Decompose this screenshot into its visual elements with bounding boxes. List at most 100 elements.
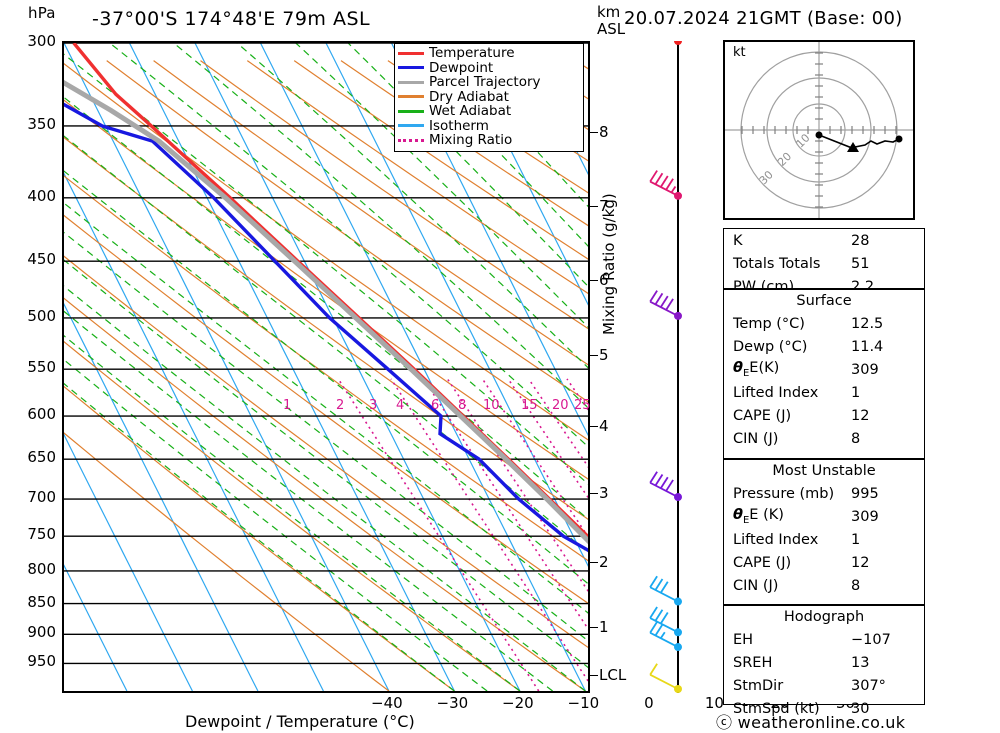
table-value: 1	[851, 384, 861, 401]
legend-item-isotherm: Isotherm	[398, 119, 580, 134]
height-tick-mark	[590, 493, 598, 495]
table-key: StmDir	[733, 677, 784, 694]
height-tick-mark	[590, 355, 598, 357]
table-row: Temp (°C) 12.5	[724, 312, 924, 335]
table-key: θEE (K)	[733, 507, 784, 526]
legend-item-wet-adiabat: Wet Adiabat	[398, 104, 580, 119]
table-key: CAPE (J)	[733, 554, 792, 571]
hodograph-ring-label-10: 10	[794, 131, 813, 150]
legend-label: Isotherm	[429, 117, 489, 134]
height-tick-mark	[590, 131, 598, 133]
pressure-tick-600: 600	[27, 405, 56, 424]
legend-label: Parcel Trajectory	[429, 74, 541, 91]
height-tick-4: 4	[599, 416, 609, 435]
table-title: Most Unstable	[772, 463, 876, 479]
wind-barb-400	[649, 170, 682, 200]
mixing-ratio-label-1: 1	[283, 398, 292, 413]
wind-barb-850	[649, 575, 682, 606]
mixing-ratio-label-8: 8	[458, 398, 467, 413]
table-key: Lifted Index	[733, 531, 819, 548]
pressure-tick-800: 800	[27, 559, 56, 578]
height-tick-5: 5	[599, 346, 609, 365]
copyright-notice: ⓒ weatheronline.co.uk	[716, 713, 906, 732]
table-value: 13	[851, 654, 870, 671]
table-value: 8	[851, 577, 861, 594]
table-row: EH −107	[724, 628, 924, 651]
height-tick-mark	[590, 425, 598, 427]
hodograph-ring-label-30: 30	[757, 168, 776, 187]
table-title: Hodograph	[783, 609, 865, 625]
hodograph-unit-label: kt	[733, 45, 746, 60]
legend-item-dewpoint: Dewpoint	[398, 61, 580, 76]
mixing-ratio-label-6: 6	[431, 398, 440, 413]
legend-swatch	[398, 66, 424, 70]
table-row: K 28	[724, 229, 924, 252]
table-value: 51	[851, 255, 870, 272]
wind-barb-500	[649, 290, 682, 320]
mixing-ratio-label-3: 3	[369, 398, 378, 413]
pressure-tick-350: 350	[27, 114, 56, 133]
table-row: CAPE (J) 12	[724, 551, 924, 574]
table-value: 12	[851, 407, 870, 424]
pressure-tick-400: 400	[27, 186, 56, 205]
legend-label: Dewpoint	[429, 59, 494, 76]
legend-swatch	[398, 124, 424, 128]
height-unit-km: km	[597, 3, 621, 21]
mixing-ratio-label-10: 10	[483, 398, 500, 413]
table-key: CIN (J)	[733, 430, 779, 447]
height-tick-7: 7	[599, 197, 609, 216]
table-key: Temp (°C)	[733, 315, 805, 332]
temp-tick-10: 10	[704, 694, 724, 712]
most-unstable-parcel-table: Most Unstable Pressure (mb) 995 θEE (K) 309 L…	[723, 459, 925, 605]
height-tick-3: 3	[599, 484, 609, 503]
table-value: 12.5	[851, 315, 884, 332]
height-tick-lcl: LCL	[599, 666, 627, 685]
legend-swatch	[398, 109, 424, 113]
table-row: CAPE (J) 12	[724, 404, 924, 427]
legend-swatch	[398, 51, 424, 55]
legend: Temperature Dewpoint Parcel Trajectory Dry …	[394, 43, 584, 152]
legend-label: Wet Adiabat	[429, 103, 512, 120]
hodograph-panel[interactable]: 10 20 30	[723, 40, 915, 220]
table-key: Totals Totals	[733, 255, 821, 272]
x-axis-title: Dewpoint / Temperature (°C)	[185, 712, 415, 731]
table-key: Pressure (mb)	[733, 485, 835, 502]
legend-item-temperature: Temperature	[398, 46, 580, 61]
mixing-ratio-label-4: 4	[396, 398, 405, 413]
height-tick-mark	[590, 627, 598, 629]
table-key: StmSpd (kt)	[733, 700, 820, 717]
legend-label: Dry Adiabat	[429, 88, 509, 105]
table-value: 12	[851, 554, 870, 571]
table-row: Dewp (°C) 11.4	[724, 335, 924, 358]
table-value: 11.4	[851, 338, 884, 355]
hodograph-ring-label-20: 20	[775, 150, 794, 169]
pressure-tick-950: 950	[27, 652, 56, 671]
legend-label: Mixing Ratio	[429, 132, 513, 149]
table-value: 30	[851, 700, 870, 717]
height-unit-label: km ASL	[597, 4, 625, 38]
table-value: 995	[851, 485, 879, 502]
station-coordinates-title: -37°00'S 174°48'E 79m ASL	[92, 8, 371, 30]
pressure-tick-900: 900	[27, 623, 56, 642]
temp-tick-0: 0	[644, 694, 654, 712]
temp-tick--40: −40	[371, 694, 403, 712]
table-key: EH	[733, 631, 754, 648]
stability-indices-table: K 28 Totals Totals 51 PW (cm) 2.2	[723, 228, 925, 295]
table-value: −107	[851, 631, 891, 648]
pressure-tick-850: 850	[27, 592, 56, 611]
wind-barb-300	[642, 15, 682, 45]
table-row: SREH 13	[724, 651, 924, 674]
mixing-ratio-label-25: 25	[574, 398, 591, 413]
table-key: K	[733, 232, 743, 249]
legend-swatch	[398, 138, 424, 142]
table-value: 1	[851, 531, 861, 548]
table-key: θEE(K)	[733, 360, 780, 379]
hodograph-stats-table: Hodograph EH −107 SREH 13 StmDir 307° StmSpd (k…	[723, 605, 925, 717]
table-row: Lifted Index 1	[724, 381, 924, 404]
mixing-ratio-label-20: 20	[552, 398, 569, 413]
pressure-tick-550: 550	[27, 358, 56, 377]
wind-barb-900	[649, 606, 682, 637]
legend-swatch	[398, 95, 424, 99]
table-row: Totals Totals 51	[724, 252, 924, 275]
